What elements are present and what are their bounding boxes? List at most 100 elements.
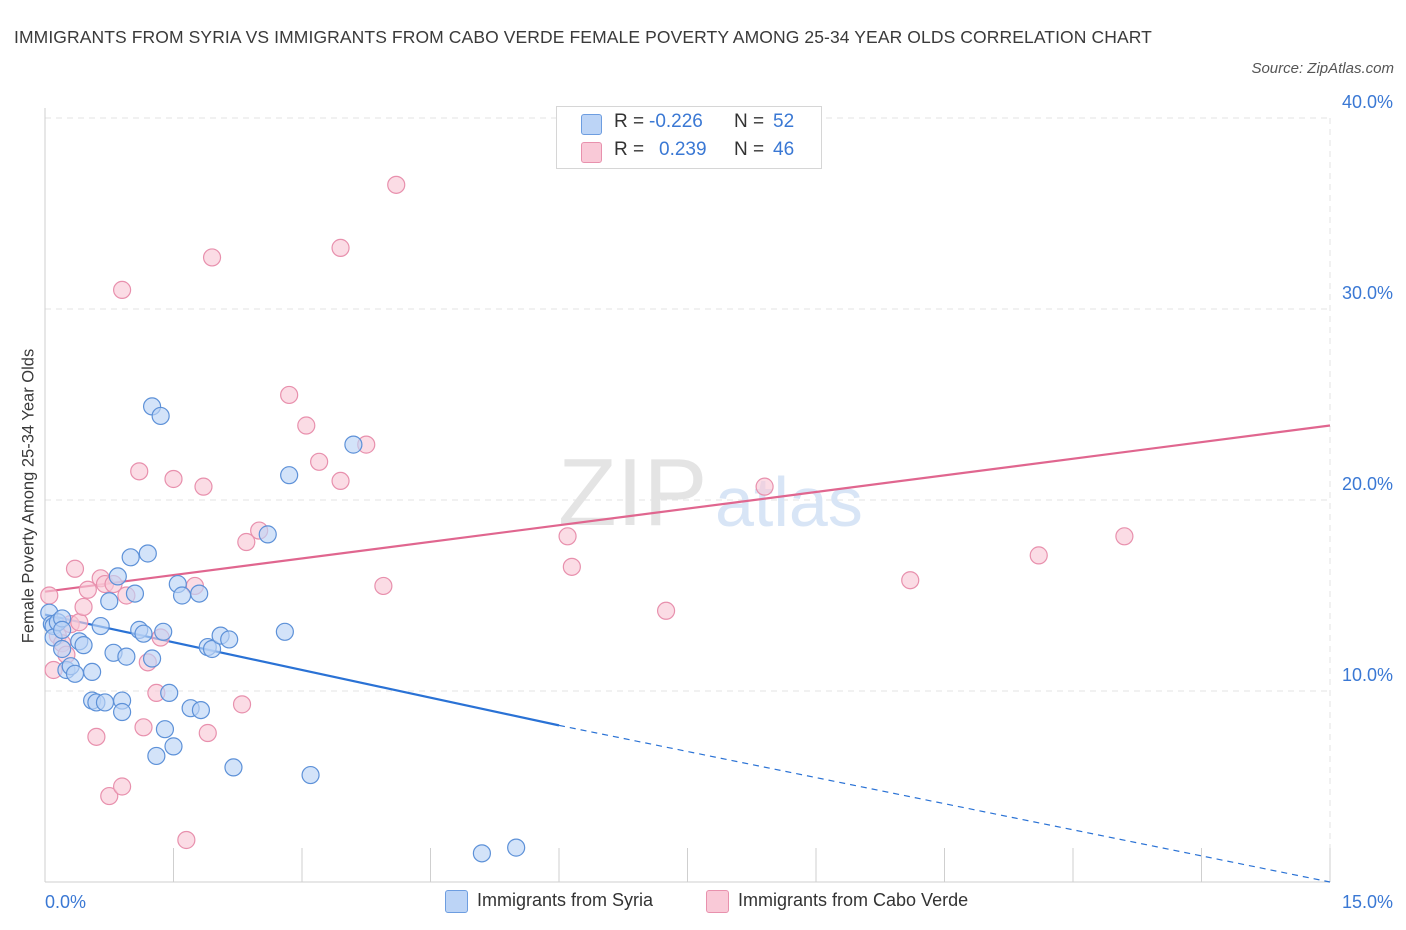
syria-point <box>112 702 132 722</box>
syria-point <box>472 844 491 863</box>
syria-point <box>258 525 277 544</box>
cabo-verde-point <box>198 723 217 743</box>
x-tick-labels: 0.0% 15.0% <box>45 892 1393 912</box>
y-tick-label: 10.0% <box>1342 665 1393 685</box>
cabo-verde-point <box>100 786 119 806</box>
chart-title: IMMIGRANTS FROM SYRIA VS IMMIGRANTS FROM… <box>14 27 1152 47</box>
cabo-verde-point <box>562 557 581 576</box>
syria-point <box>138 544 157 563</box>
cabo-verde-point <box>177 830 196 850</box>
syria-point <box>125 584 145 603</box>
cabo-verde-point <box>755 477 774 496</box>
syria-point <box>154 622 173 641</box>
legend-r-value-syria: -0.226 <box>649 111 703 132</box>
syria-point <box>53 620 72 639</box>
syria-point <box>301 765 320 785</box>
syria-point <box>191 700 211 720</box>
cabo-verde-point <box>656 601 676 620</box>
syria-point <box>134 624 153 643</box>
bottom-legend-label-cabo-verde: Immigrants from Cabo Verde <box>738 890 969 910</box>
cabo-verde-point <box>112 777 132 796</box>
syria-trend-line <box>44 613 560 727</box>
cabo-verde-point <box>65 559 85 578</box>
syria-point <box>224 758 243 777</box>
data-points <box>40 175 1134 863</box>
axes <box>44 108 1331 883</box>
syria-point <box>160 683 179 703</box>
syria-point <box>83 662 102 682</box>
y-tick-labels: 10.0% 20.0% 30.0% 40.0% <box>1342 92 1393 685</box>
cabo-verde-point <box>87 727 106 746</box>
cabo-verde-point <box>194 477 213 496</box>
bottom-legend-label-syria: Immigrants from Syria <box>477 890 654 910</box>
cabo-verde-point <box>558 527 577 546</box>
syria-point <box>95 693 115 712</box>
cabo-verde-point <box>297 416 316 435</box>
cabo-verde-point <box>280 385 299 405</box>
syria-point <box>65 664 85 683</box>
syria-point <box>507 838 526 857</box>
syria-point <box>121 548 140 567</box>
syria-point <box>151 406 170 426</box>
bottom-legend-swatch-cabo-verde <box>706 890 729 913</box>
cabo-verde-point <box>74 597 93 617</box>
y-tick-label: 30.0% <box>1342 283 1393 303</box>
cabo-verde-point <box>310 452 329 471</box>
cabo-verde-point <box>202 248 222 267</box>
cabo-verde-point <box>331 471 350 490</box>
cabo-verde-point <box>70 613 89 632</box>
syria-point <box>155 720 175 739</box>
zipatlas-watermark: ZIP atlas <box>558 439 863 546</box>
x-tick-label-min: 0.0% <box>45 892 86 912</box>
cabo-verde-point <box>1115 527 1134 546</box>
cabo-verde-point <box>130 462 149 481</box>
syria-point <box>280 466 299 485</box>
legend-n-value-cabo-verde: 46 <box>773 139 795 160</box>
cabo-verde-point <box>1029 546 1048 565</box>
cabo-verde-point <box>40 586 59 605</box>
y-tick-label: 40.0% <box>1342 92 1393 112</box>
syria-point <box>220 630 239 649</box>
legend-swatch-syria <box>581 114 602 135</box>
legend-r-value-cabo-verde: 0.239 <box>659 139 707 160</box>
syria-point <box>100 592 119 611</box>
syria-point <box>164 737 183 756</box>
cabo-verde-point <box>164 469 183 489</box>
trend-lines <box>44 424 1331 883</box>
syria-point <box>190 584 209 603</box>
syria-point <box>74 636 93 655</box>
cabo-verde-point <box>331 238 350 257</box>
legend-n-value-syria: 52 <box>773 111 795 132</box>
cabo-verde-point <box>112 280 132 299</box>
cabo-verde-trend-line <box>44 424 1331 593</box>
y-tick-label: 20.0% <box>1342 474 1393 494</box>
correlation-legend: R = -0.226 N = 52 R = 0.239 N = 46 <box>556 106 822 169</box>
cabo-verde-point <box>387 175 406 194</box>
legend-r-label: R = <box>614 111 645 132</box>
legend-n-label: N = <box>734 139 765 160</box>
legend-swatch-cabo-verde <box>581 142 602 163</box>
syria-point <box>142 649 162 668</box>
watermark-zip: ZIP <box>558 439 707 546</box>
cabo-verde-point <box>901 571 920 590</box>
legend-n-label: N = <box>734 111 765 132</box>
syria-point <box>91 616 110 636</box>
syria-point <box>344 435 363 454</box>
source-label: Source: ZipAtlas.com <box>1251 60 1394 77</box>
cabo-verde-point <box>374 576 393 596</box>
bottom-legend-swatch-syria <box>445 890 468 913</box>
syria-point <box>117 647 136 666</box>
x-tick-label-max: 15.0% <box>1342 892 1393 912</box>
cabo-verde-point <box>237 532 256 552</box>
legend-r-label: R = <box>614 139 645 160</box>
syria-point <box>202 639 222 659</box>
cabo-verde-point <box>232 695 252 714</box>
syria-point <box>172 586 192 605</box>
syria-point <box>53 639 72 659</box>
cabo-verde-point <box>78 580 97 599</box>
syria-point <box>108 567 127 586</box>
syria-point <box>275 622 294 641</box>
cabo-verde-point <box>134 718 153 737</box>
syria-point <box>147 746 166 766</box>
